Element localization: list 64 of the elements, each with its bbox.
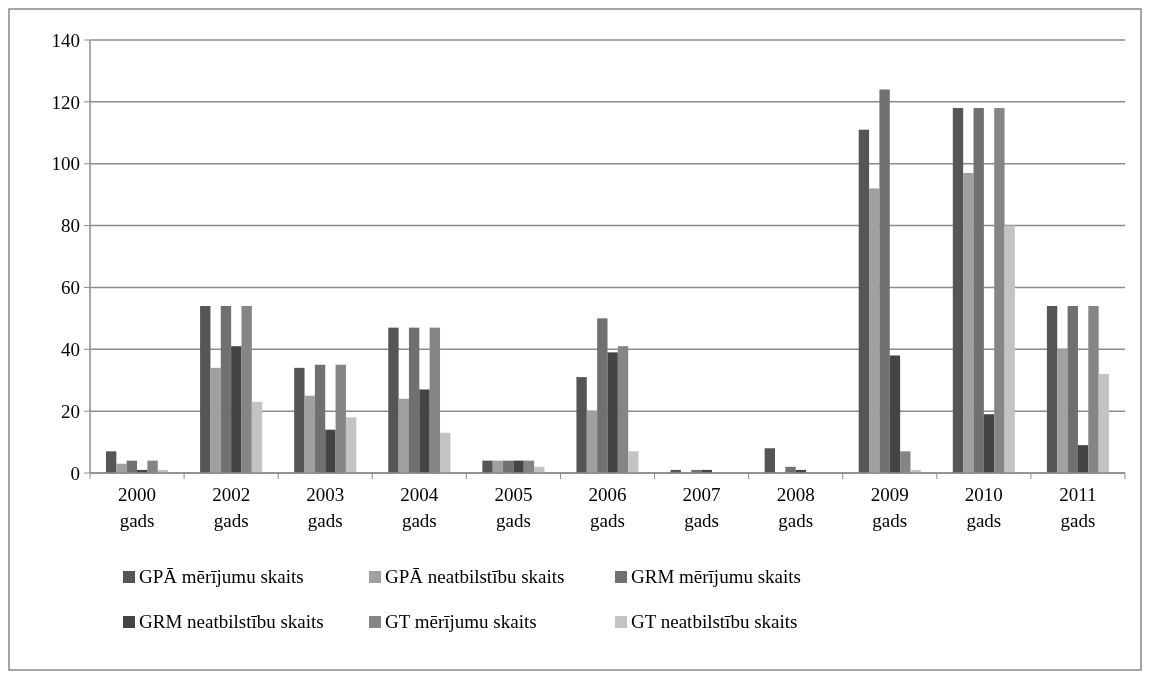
bar (764, 448, 775, 473)
bar (388, 327, 399, 473)
bar (973, 108, 984, 473)
bar (628, 451, 639, 473)
y-tick-label: 20 (61, 400, 80, 422)
x-tick-label: 2009 gads (870, 484, 909, 531)
bar (1077, 445, 1089, 473)
bar (398, 398, 409, 473)
bar (314, 364, 326, 473)
bar (1098, 374, 1109, 473)
bar (1046, 305, 1058, 473)
bar (889, 355, 901, 473)
legend-label: GRM neatbilstību skaits (139, 611, 324, 632)
bar (607, 352, 618, 473)
bar (952, 108, 964, 473)
bar (325, 429, 336, 473)
bar (220, 305, 232, 473)
y-tick-label: 100 (51, 153, 80, 175)
y-tick-label: 120 (51, 91, 80, 113)
legend-label: GPĀ neatbilstību skaits (385, 566, 565, 587)
bar (200, 305, 211, 473)
bar (408, 327, 420, 473)
x-tick-label: 2005 gads (494, 484, 533, 531)
y-tick-label: 80 (61, 215, 80, 237)
x-tick-label: 2011 gads (1059, 484, 1097, 531)
bar (210, 367, 221, 473)
bar (513, 460, 524, 473)
bar (963, 172, 974, 473)
bar (869, 188, 880, 473)
legend-label: GRM mērījumu skaits (631, 566, 801, 587)
x-tick-label: 2006 gads (588, 484, 627, 531)
bar (1057, 349, 1068, 473)
bar (586, 411, 598, 473)
x-tick-label: 2004 gads (400, 484, 439, 531)
bar (597, 318, 608, 473)
bar (116, 463, 127, 473)
bar (983, 414, 995, 473)
bar (482, 460, 493, 473)
bar (576, 377, 587, 473)
x-tick-label: 2010 gads (964, 484, 1003, 531)
x-tick-label: 2007 gads (682, 484, 721, 531)
bar (1067, 305, 1078, 473)
x-tick-label: 2003 gads (306, 484, 345, 531)
bar (345, 417, 357, 473)
x-tick-label: 2000 gads (118, 484, 157, 531)
x-tick-label: 2002 gads (212, 484, 251, 531)
legend-label: GT mērījumu skaits (385, 611, 537, 632)
bar (1004, 225, 1015, 473)
bar (440, 432, 451, 473)
bar (251, 401, 263, 473)
bar (231, 346, 242, 473)
y-tick-label: 40 (61, 338, 80, 360)
bar (304, 395, 315, 473)
bar (419, 389, 430, 473)
bar (294, 367, 305, 473)
bar (858, 129, 870, 473)
bar (106, 451, 117, 473)
x-tick-label: 2008 gads (776, 484, 815, 531)
legend-label: GT neatbilstību skaits (631, 611, 798, 632)
y-tick-label: 60 (61, 277, 80, 299)
y-tick-label: 140 (51, 29, 80, 51)
bar (879, 89, 890, 473)
y-tick-label: 0 (70, 462, 80, 484)
legend-label: GPĀ mērījumu skaits (139, 566, 304, 587)
